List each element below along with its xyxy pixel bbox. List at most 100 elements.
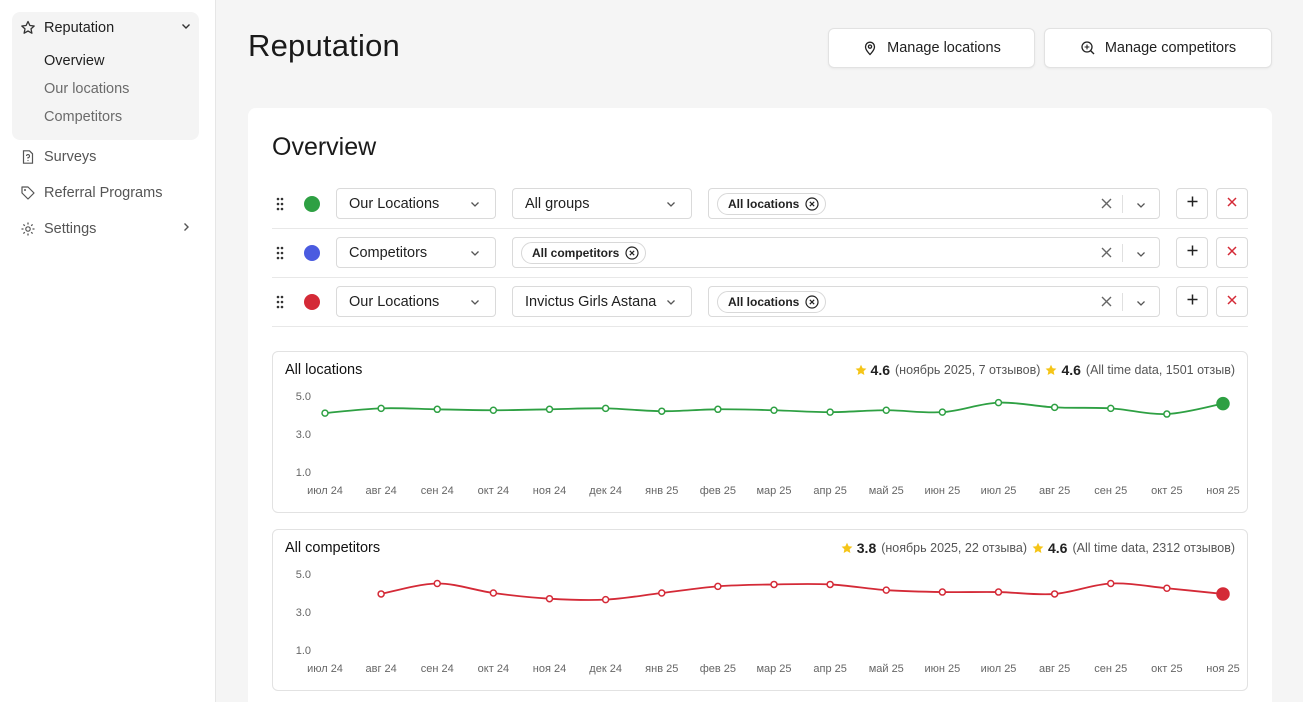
chevron-down-icon[interactable] bbox=[1135, 247, 1147, 265]
data-point bbox=[770, 406, 778, 414]
drag-handle-icon[interactable] bbox=[276, 246, 284, 260]
data-point bbox=[1050, 403, 1059, 412]
x-tick-label: дек 24 bbox=[589, 663, 622, 675]
close-icon bbox=[1226, 195, 1238, 213]
y-tick-label: 1.0 bbox=[296, 645, 311, 657]
sidebar-item-reputation[interactable]: Reputation bbox=[20, 20, 192, 36]
chart-title: All competitors bbox=[285, 540, 381, 556]
sidebar-subitem-overview[interactable]: Overview bbox=[44, 53, 105, 69]
all-time-rating: 4.6 bbox=[1061, 362, 1081, 378]
series-line bbox=[380, 582, 1224, 601]
data-point bbox=[658, 407, 666, 415]
add-row-button[interactable] bbox=[1176, 188, 1208, 219]
manage-competitors-button[interactable]: Manage competitors bbox=[1044, 28, 1272, 68]
add-row-button[interactable] bbox=[1176, 237, 1208, 268]
sidebar-item-label: Referral Programs bbox=[44, 185, 163, 201]
remove-chip-icon[interactable] bbox=[625, 246, 639, 260]
data-point bbox=[545, 405, 554, 414]
data-point bbox=[489, 589, 498, 597]
chevron-down-icon[interactable] bbox=[1135, 296, 1147, 314]
data-point bbox=[658, 589, 666, 597]
data-point bbox=[826, 408, 834, 416]
drag-handle-icon[interactable] bbox=[276, 295, 284, 309]
chevron-down-icon[interactable] bbox=[1135, 198, 1147, 216]
sidebar: Reputation Overview Our locations Compet… bbox=[0, 0, 216, 702]
x-tick-label: июл 25 bbox=[981, 663, 1017, 675]
x-tick-label: июл 25 bbox=[981, 485, 1017, 497]
gear-icon bbox=[20, 221, 36, 237]
divider bbox=[1122, 293, 1123, 311]
sidebar-subitem-our-locations[interactable]: Our locations bbox=[44, 81, 130, 97]
remove-chip-icon[interactable] bbox=[805, 295, 819, 309]
latest-data-point bbox=[1216, 587, 1230, 601]
y-tick-label: 5.0 bbox=[296, 391, 311, 403]
x-tick-label: авг 24 bbox=[365, 663, 396, 675]
month-rating: 4.6 bbox=[870, 362, 890, 378]
data-point bbox=[882, 406, 890, 414]
data-point bbox=[938, 408, 947, 416]
month-note: (ноябрь 2025, 22 отзыва) bbox=[881, 541, 1027, 555]
overview-card: Overview Our Locations All groups All lo… bbox=[248, 108, 1272, 702]
remove-row-button[interactable] bbox=[1216, 237, 1248, 268]
x-tick-label: ноя 25 bbox=[1206, 485, 1239, 497]
chip-label: All locations bbox=[728, 197, 800, 211]
data-point bbox=[601, 595, 610, 604]
source-select[interactable]: Our Locations bbox=[336, 286, 496, 317]
clear-icon[interactable] bbox=[1100, 197, 1113, 215]
plus-icon bbox=[1186, 244, 1199, 262]
clear-icon[interactable] bbox=[1100, 246, 1113, 264]
data-point bbox=[377, 404, 385, 413]
plus-icon bbox=[1186, 195, 1199, 213]
x-tick-label: авг 25 bbox=[1039, 485, 1070, 497]
drag-handle-icon[interactable] bbox=[276, 197, 284, 211]
group-select-value: Invictus Girls Astana bbox=[525, 293, 657, 310]
survey-icon bbox=[20, 149, 36, 165]
location-pin-icon bbox=[862, 40, 878, 56]
data-point bbox=[826, 580, 834, 589]
data-point bbox=[882, 586, 890, 594]
data-point bbox=[433, 405, 441, 414]
rating-stats: 3.8 (ноябрь 2025, 22 отзыва) 4.6 (All ti… bbox=[841, 540, 1235, 556]
x-tick-label: окт 25 bbox=[1151, 485, 1182, 497]
sidebar-item-settings[interactable]: Settings bbox=[20, 221, 192, 237]
x-tick-label: май 25 bbox=[869, 485, 904, 497]
x-tick-label: фев 25 bbox=[700, 485, 736, 497]
x-tick-label: апр 25 bbox=[813, 663, 846, 675]
source-select[interactable]: Competitors bbox=[336, 237, 496, 268]
divider bbox=[1122, 195, 1123, 213]
sidebar-item-surveys[interactable]: Surveys bbox=[20, 149, 192, 165]
locations-multiselect[interactable]: All locations bbox=[708, 188, 1160, 219]
remove-row-button[interactable] bbox=[1216, 188, 1248, 219]
star-icon bbox=[20, 20, 36, 36]
series-color-dot bbox=[304, 294, 320, 310]
source-select[interactable]: Our Locations bbox=[336, 188, 496, 219]
sidebar-subitem-competitors[interactable]: Competitors bbox=[44, 109, 123, 125]
add-row-button[interactable] bbox=[1176, 286, 1208, 317]
search-icon bbox=[1080, 40, 1096, 56]
group-select[interactable]: Invictus Girls Astana bbox=[512, 286, 692, 317]
month-rating: 3.8 bbox=[856, 540, 877, 556]
data-point bbox=[1107, 579, 1115, 588]
divider bbox=[1122, 244, 1123, 262]
sidebar-item-label: Reputation bbox=[44, 20, 115, 36]
x-tick-label: дек 24 bbox=[589, 485, 622, 497]
data-point bbox=[1050, 590, 1059, 598]
star-icon bbox=[855, 364, 867, 376]
x-tick-label: окт 24 bbox=[478, 485, 509, 497]
manage-locations-button[interactable]: Manage locations bbox=[828, 28, 1035, 68]
sidebar-item-referral-programs[interactable]: Referral Programs bbox=[20, 185, 192, 201]
group-select[interactable]: All groups bbox=[512, 188, 692, 219]
star-icon bbox=[841, 542, 853, 554]
competitors-multiselect[interactable]: All competitors bbox=[512, 237, 1160, 268]
locations-multiselect[interactable]: All locations bbox=[708, 286, 1160, 317]
data-point bbox=[489, 406, 498, 414]
remove-chip-icon[interactable] bbox=[805, 197, 819, 211]
remove-row-button[interactable] bbox=[1216, 286, 1248, 317]
star-icon bbox=[1032, 542, 1044, 554]
x-tick-label: ноя 24 bbox=[533, 663, 566, 675]
data-point bbox=[377, 590, 385, 598]
x-tick-label: июн 25 bbox=[924, 485, 960, 497]
chevron-down-icon bbox=[469, 296, 481, 312]
y-tick-label: 5.0 bbox=[296, 569, 311, 581]
clear-icon[interactable] bbox=[1100, 295, 1113, 313]
